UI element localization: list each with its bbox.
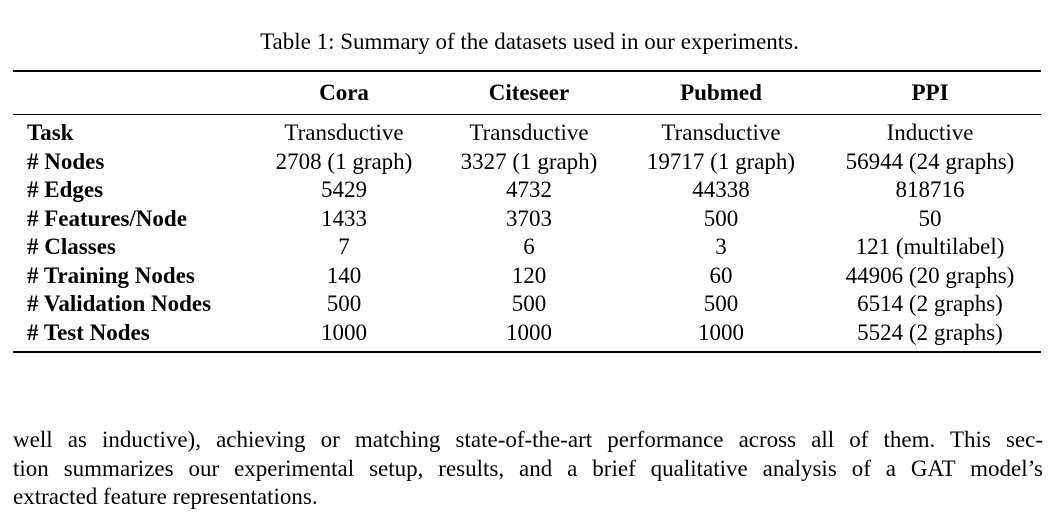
cell-citeseer: 3327 (1 graph) (460, 148, 598, 174)
paragraph-line: extracted feature representations. (13, 484, 318, 509)
cell-ppi: Inductive (886, 120, 974, 145)
cell-pubmed: 500 (703, 291, 739, 316)
cell-ppi: 50 (918, 205, 942, 231)
cell-pubmed: 500 (703, 205, 739, 231)
cell-pubmed: 1000 (698, 319, 744, 345)
row-label: # Features/Node (27, 205, 187, 231)
cell-pubmed: 3 (715, 234, 727, 259)
cell-citeseer: 120 (511, 262, 547, 288)
cell-ppi: 44906 (20 graphs) (845, 262, 1015, 288)
cell-citeseer: 500 (511, 291, 547, 316)
table-row: # Validation Nodes 500 500 500 6514 (2 g… (13, 290, 1041, 319)
cell-ppi: 5524 (2 graphs) (857, 319, 1003, 345)
cell-ppi: 6514 (2 graphs) (857, 291, 1003, 316)
cell-ppi: 56944 (24 graphs) (845, 148, 1015, 174)
cell-cora: 1000 (321, 319, 367, 345)
row-label: # Nodes (27, 148, 105, 174)
table-row: # Features/Node 1433 3703 500 50 (13, 205, 1041, 234)
cell-citeseer: Transductive (469, 120, 589, 145)
cell-cora: 140 (326, 262, 362, 288)
cell-cora: 5429 (321, 177, 367, 202)
table-row: # Classes 7 6 3 121 (multilabel) (13, 233, 1041, 262)
row-label: # Validation Nodes (27, 291, 212, 316)
table-body: Task Transductive Transductive Transduct… (13, 115, 1041, 351)
cell-pubmed: 19717 (1 graph) (646, 148, 796, 174)
row-label: # Classes (27, 234, 116, 259)
table-row: # Training Nodes 140 120 60 44906 (20 gr… (13, 262, 1041, 291)
row-label: # Edges (27, 177, 104, 202)
table-row: # Nodes 2708 (1 graph) 3327 (1 graph) 19… (13, 148, 1041, 177)
cell-citeseer: 4732 (506, 177, 552, 202)
header-cell-cora: Cora (319, 80, 369, 105)
cell-cora: 500 (326, 291, 362, 316)
cell-citeseer: 3703 (506, 205, 552, 231)
row-label: Task (27, 120, 74, 145)
table-top-rule (13, 70, 1041, 72)
header-cell-citeseer: Citeseer (488, 80, 570, 105)
paragraph-line: tion summarizes our experimental setup, … (13, 455, 1043, 481)
cell-cora: Transductive (284, 120, 404, 145)
cell-cora: 1433 (321, 205, 367, 231)
cell-pubmed: 60 (709, 262, 733, 288)
paragraph-line: well as inductive), achieving or matchin… (13, 427, 1043, 452)
table-header-row: Cora Citeseer Pubmed PPI (13, 72, 1041, 114)
cell-cora: 7 (338, 234, 350, 259)
cell-pubmed: Transductive (661, 120, 781, 145)
cell-citeseer: 1000 (506, 319, 552, 345)
body-paragraph: well as inductive), achieving or matchin… (13, 426, 1043, 512)
row-label: # Training Nodes (27, 262, 195, 288)
table-row: # Test Nodes 1000 1000 1000 5524 (2 grap… (13, 319, 1041, 348)
cell-citeseer: 6 (523, 234, 535, 259)
cell-ppi: 818716 (895, 177, 965, 202)
datasets-table: Cora Citeseer Pubmed PPI Task Transducti… (13, 70, 1041, 353)
table-row: Task Transductive Transductive Transduct… (13, 119, 1041, 148)
header-cell-pubmed: Pubmed (680, 80, 762, 105)
cell-pubmed: 44338 (692, 177, 750, 202)
table-row: # Edges 5429 4732 44338 818716 (13, 176, 1041, 205)
cell-ppi: 121 (multilabel) (855, 234, 1005, 259)
header-cell-ppi: PPI (911, 80, 949, 105)
table-caption: Table 1: Summary of the datasets used in… (260, 29, 799, 54)
table-mid-rule (13, 114, 1041, 115)
row-label: # Test Nodes (27, 319, 150, 345)
cell-cora: 2708 (1 graph) (275, 148, 413, 174)
table-bottom-rule (13, 351, 1041, 353)
